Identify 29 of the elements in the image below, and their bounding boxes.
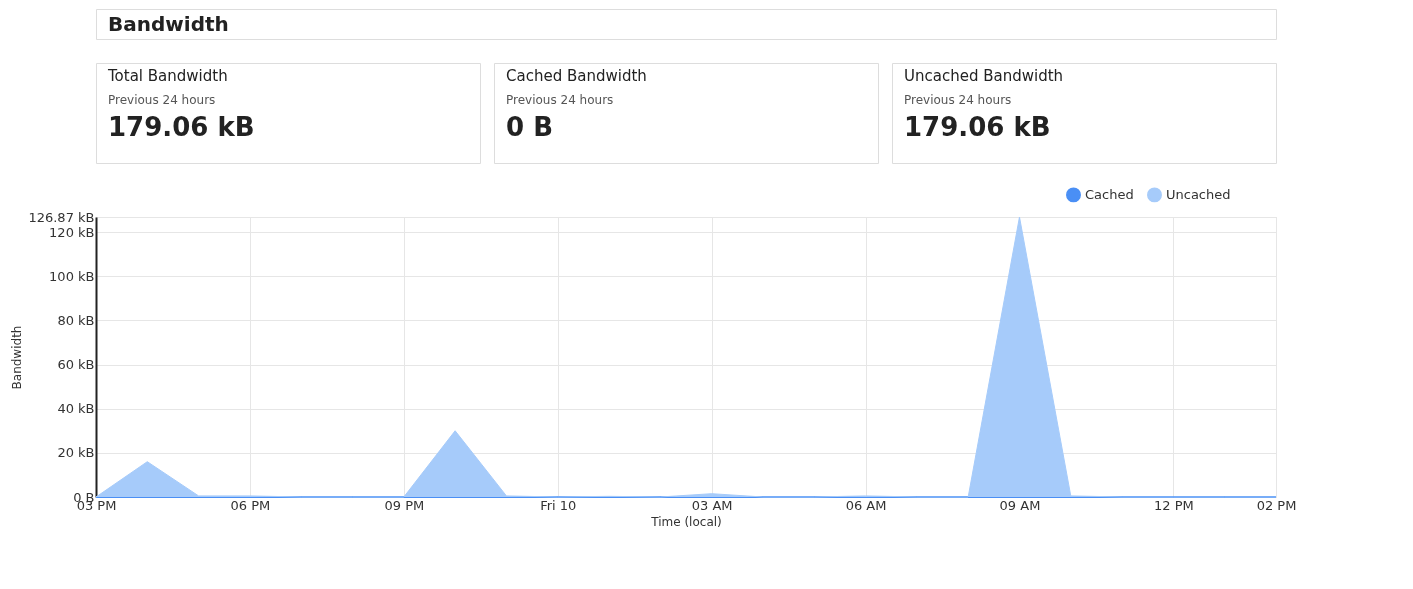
x-tick-label: Fri 10	[540, 497, 577, 513]
text: 0 B	[506, 112, 553, 142]
x-axis-title: Time (local)	[650, 514, 722, 529]
text: Uncached Bandwidth	[904, 67, 1064, 85]
y-tick-label: 100 kB	[49, 268, 95, 284]
y-tick-label: 126.87 kB	[28, 209, 95, 225]
text: Previous 24 hours	[108, 93, 216, 107]
text: Previous 24 hours	[904, 93, 1012, 107]
legend-label: Cached	[1085, 186, 1134, 202]
text: Previous 24 hours	[506, 93, 614, 107]
text: Cached Bandwidth	[506, 67, 647, 85]
x-tick-label: 09 PM	[384, 497, 425, 513]
y-tick-label: 120 kB	[49, 224, 95, 240]
text: Total Bandwidth	[107, 67, 228, 85]
legend-label: Uncached	[1166, 186, 1231, 202]
y-tick-label: 60 kB	[57, 357, 95, 373]
x-tick-label: 06 PM	[230, 497, 271, 513]
text: 179.06 kB	[108, 112, 255, 142]
text: 179.06 kB	[904, 112, 1051, 142]
x-tick-label: 02 PM	[1256, 497, 1297, 513]
y-tick-label: 20 kB	[57, 445, 95, 461]
x-tick-label: 06 AM	[845, 497, 887, 513]
y-tick-label: 80 kB	[57, 312, 95, 328]
x-tick-label: 03 AM	[691, 497, 733, 513]
x-tick-label: 09 AM	[999, 497, 1041, 513]
y-tick-label: 40 kB	[57, 401, 95, 417]
x-tick-label: 12 PM	[1154, 497, 1194, 513]
text: Bandwidth	[108, 12, 229, 36]
y-axis-title: Bandwidth	[10, 325, 25, 390]
